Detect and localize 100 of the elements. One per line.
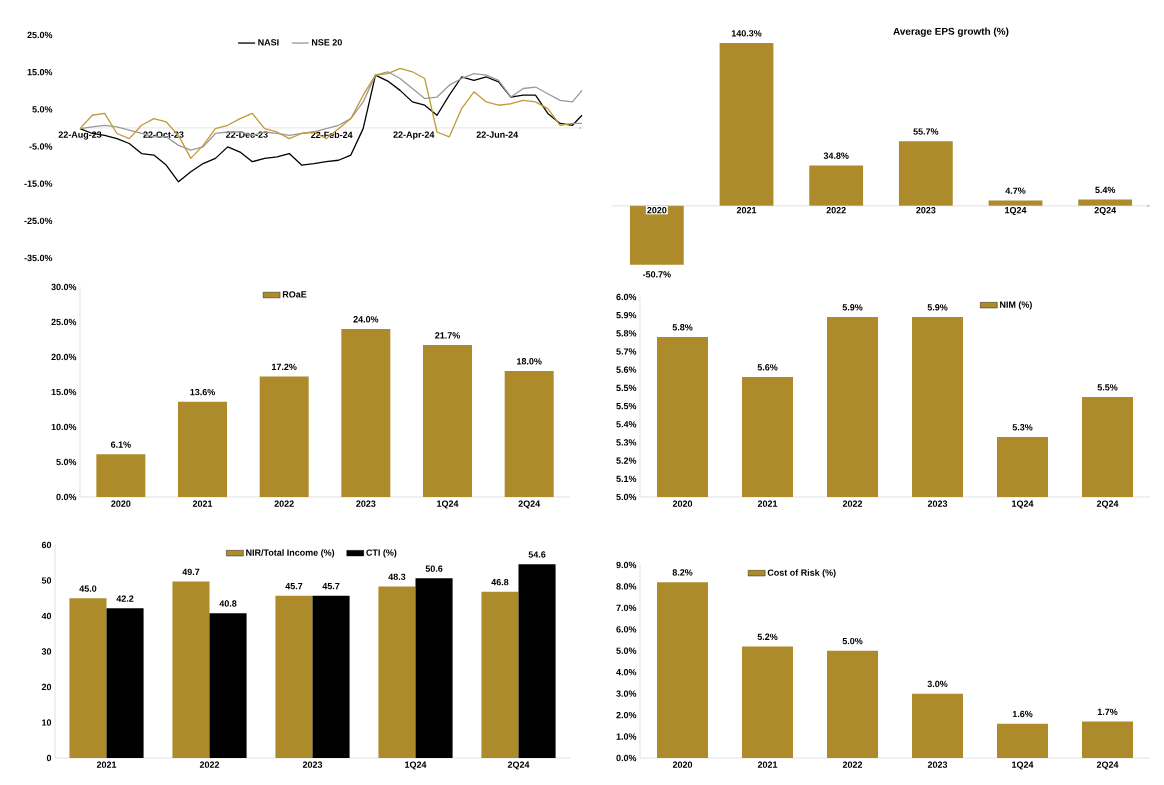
y-tick-label: 5.0% [32,106,53,113]
data-label: 5.9% [927,304,948,311]
y-tick-label: 50 [41,577,52,584]
y-tick-label: 20 [41,683,52,691]
x-tick-label: 2021 [96,761,117,768]
data-label: 5.5% [1097,384,1118,391]
bar [1082,721,1134,758]
data-label: 40.8 [219,600,237,607]
x-tick-label: 1Q24 [437,500,459,509]
y-tick-label: 5.0% [616,493,637,501]
data-label: 54.6 [528,551,546,558]
bar [988,200,1043,206]
bar [209,613,247,758]
x-tick-label: 2Q24 [1094,207,1117,216]
y-tick-label: 15.0% [51,388,77,396]
x-tick-label: 2022 [274,500,294,507]
y-tick-label: -35.0% [24,254,53,262]
legend-label: ROaE [282,291,307,298]
bar [415,578,453,758]
x-tick-label: 2022 [842,500,863,507]
x-tick-label: 2020 [111,500,131,507]
y-tick-label: 5.2% [616,457,637,464]
bar [259,376,309,497]
x-tick-label: 2022 [199,761,220,768]
x-tick-label: 2021 [757,761,778,768]
legend-label: Cost of Risk (%) [767,569,836,578]
legend-label: NASI [258,39,279,46]
x-tick-label: 2020 [647,207,667,214]
x-tick-label: 2Q24 [518,500,541,509]
y-tick-label: 25.0% [27,31,53,39]
x-tick-label: 2021 [736,207,757,214]
data-label: 42.2 [116,595,134,602]
data-label: 45.7 [285,582,303,590]
bar [312,595,350,758]
x-tick-label: 2021 [757,500,778,507]
y-tick-label: 5.8% [616,330,637,337]
legend-label: NIM (%) [1000,301,1032,310]
x-tick-label: 2023 [302,761,323,768]
data-label: 1.6% [1012,710,1033,718]
data-label: 6.1% [110,441,131,448]
x-tick-label: 22-Apr-24 [393,131,435,140]
y-tick-label: 10.0% [51,423,77,431]
bar [827,650,879,758]
x-tick-label: 1Q24 [405,761,427,770]
bar [96,454,146,497]
y-tick-label: 30.0% [51,283,77,291]
bar [341,328,391,497]
bar [912,693,964,758]
data-label: 3.0% [927,680,948,688]
bar [809,165,864,206]
x-tick-label: 2022 [842,761,863,768]
bar [629,205,684,265]
y-tick-label: 1.0% [616,733,637,740]
y-tick-label: 15.0% [27,68,53,76]
y-tick-label: 0 [46,754,52,762]
y-tick-label: 0.0% [56,493,77,501]
x-tick-label: 2023 [927,761,948,768]
bar [742,646,794,758]
bar [504,370,554,497]
y-tick-label: 25.0% [51,318,77,326]
y-tick-label: 5.4% [616,421,637,428]
data-label: 34.8% [823,152,849,159]
y-tick-label: 9.0% [616,561,637,569]
y-tick-label: 3.0% [616,690,637,697]
y-tick-label: 0.0% [616,754,637,762]
y-tick-label: 40 [41,612,52,620]
y-tick-label: 7.0% [616,604,637,612]
bar [378,586,416,758]
data-label: 48.3 [388,573,406,581]
data-label: 4.7% [1005,187,1026,194]
y-tick-label: -5.0% [29,143,53,150]
data-label: 5.4% [1095,186,1116,194]
data-label: 46.8 [491,578,509,586]
y-tick-label: 8.0% [616,583,637,590]
data-label: 140.3% [731,30,762,37]
bar [106,608,144,758]
data-label: 49.7 [182,568,200,576]
y-tick-label: 2.0% [616,711,637,719]
y-tick-label: 5.1% [616,475,637,482]
x-tick-label: 2023 [927,500,948,507]
data-label: 21.7% [435,332,460,339]
y-tick-label: 10 [42,719,52,726]
x-tick-label: 2Q24 [1096,761,1119,770]
bar [518,564,556,758]
y-tick-label: 5.3% [616,439,637,446]
y-tick-label: 30 [41,648,52,655]
y-tick-label: 5.0% [616,647,637,654]
x-tick-label: 1Q24 [1005,207,1027,216]
data-label: 45.7 [322,582,340,590]
y-tick-label: 5.5% [616,402,637,410]
y-tick-label: 5.6% [616,366,637,373]
bar [997,723,1049,758]
y-tick-label: 4.0% [616,669,637,676]
bar [423,345,473,497]
legend-label: NSE 20 [311,39,342,46]
y-tick-label: 5.0% [56,458,77,466]
data-label: 13.6% [190,388,215,396]
x-tick-label: 22-Jun-24 [476,131,519,138]
x-tick-label: 1Q24 [1012,500,1034,509]
bar [178,401,228,497]
